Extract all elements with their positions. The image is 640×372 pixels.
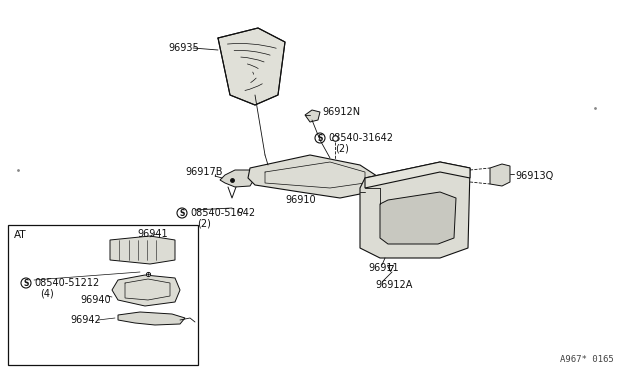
- Text: (2): (2): [197, 218, 211, 228]
- Text: 08540-31642: 08540-31642: [328, 133, 393, 143]
- Text: 96912A: 96912A: [375, 280, 412, 290]
- Text: 96942: 96942: [70, 315, 100, 325]
- Text: 96917B: 96917B: [185, 167, 223, 177]
- Text: AT: AT: [14, 230, 27, 240]
- Bar: [8, 225, 198, 365]
- Polygon shape: [118, 312, 185, 325]
- Text: 96910: 96910: [285, 195, 316, 205]
- Text: A967* 0165: A967* 0165: [560, 356, 614, 365]
- Text: 96912N: 96912N: [322, 107, 360, 117]
- Text: (2): (2): [335, 143, 349, 153]
- Text: S: S: [23, 279, 29, 288]
- Polygon shape: [112, 275, 180, 306]
- Polygon shape: [218, 28, 285, 105]
- Text: 96911: 96911: [368, 263, 399, 273]
- Text: 08540-51642: 08540-51642: [190, 208, 255, 218]
- Text: S: S: [179, 208, 185, 218]
- Polygon shape: [380, 192, 456, 244]
- Polygon shape: [305, 110, 320, 122]
- Text: (4): (4): [40, 288, 54, 298]
- Polygon shape: [248, 155, 380, 198]
- Polygon shape: [365, 162, 470, 188]
- Text: 08540-51212: 08540-51212: [34, 278, 99, 288]
- Polygon shape: [110, 236, 175, 264]
- Polygon shape: [220, 170, 255, 187]
- Text: 96941: 96941: [137, 229, 168, 239]
- Text: 96935: 96935: [168, 43, 199, 53]
- Text: S: S: [317, 134, 323, 142]
- Polygon shape: [360, 162, 470, 258]
- Polygon shape: [490, 164, 510, 186]
- Text: 96940: 96940: [80, 295, 111, 305]
- Text: 96913Q: 96913Q: [515, 171, 553, 181]
